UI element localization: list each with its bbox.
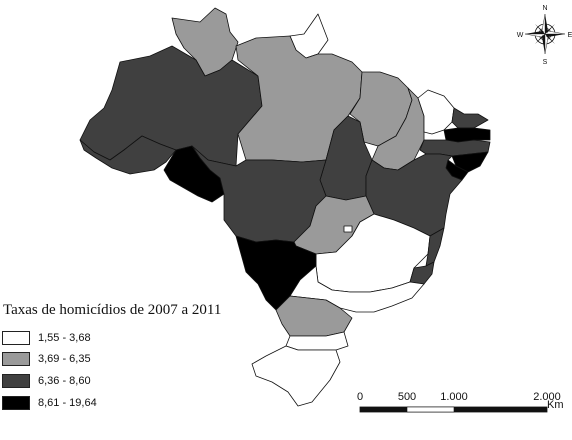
state-rio-grande-do-norte (451, 107, 489, 129)
state-paraiba (443, 127, 491, 143)
scale-tick-1000: 1.000 (440, 391, 468, 403)
compass-e-label: E (568, 32, 572, 39)
compass-rose: N S E W (517, 5, 572, 66)
state-acre (79, 135, 177, 175)
legend-swatch-4 (2, 396, 30, 410)
legend-item-4: 8,61 - 19,64 (2, 395, 97, 411)
legend-swatch-1 (2, 331, 30, 345)
scale-bar (359, 406, 548, 413)
legend-label-1: 1,55 - 3,68 (38, 332, 91, 344)
state-ceara (417, 89, 455, 135)
state-distrito-federal (343, 225, 353, 233)
scale-unit: Km (547, 399, 564, 411)
legend-label-4: 8,61 - 19,64 (38, 397, 97, 409)
compass-s-label: S (543, 59, 548, 66)
scale-tick-500: 500 (397, 391, 417, 403)
legend-item-3: 6,36 - 8,60 (2, 373, 91, 389)
legend-label-2: 3,69 - 6,35 (38, 353, 91, 365)
state-rio-grande-do-sul (251, 345, 341, 407)
legend-label-3: 6,36 - 8,60 (38, 375, 91, 387)
compass-w-label: W (517, 32, 524, 39)
legend-swatch-3 (2, 374, 30, 388)
legend-item-2: 3,69 - 6,35 (2, 351, 91, 367)
legend-swatch-2 (2, 352, 30, 366)
scale-tick-0: 0 (356, 391, 364, 403)
legend-title: Taxas de homicídios de 2007 a 2011 (3, 302, 222, 318)
scale-tick-2000: 2.000 (533, 391, 561, 403)
compass-n-label: N (542, 5, 547, 12)
legend-item-1: 1,55 - 3,68 (2, 330, 91, 346)
